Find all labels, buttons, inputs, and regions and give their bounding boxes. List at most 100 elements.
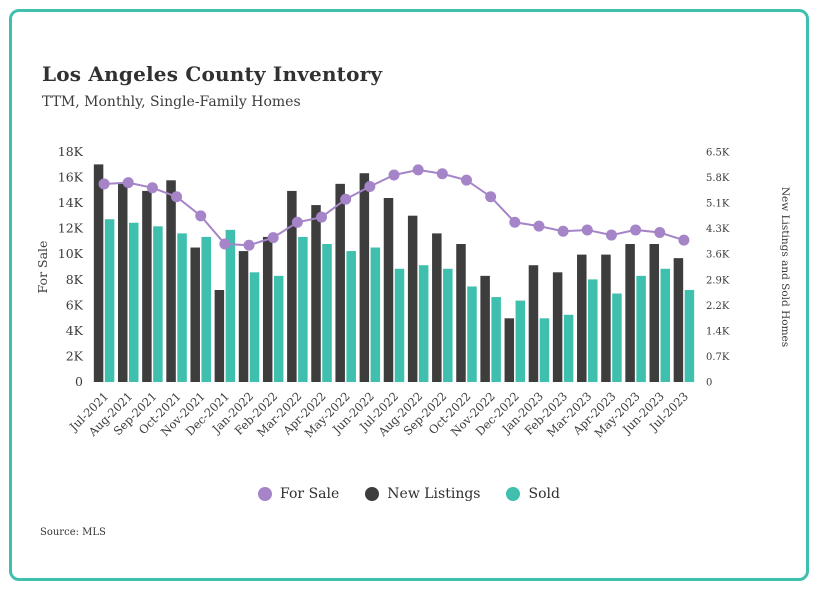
bar-new-listings — [407, 215, 418, 382]
bar-new-listings — [166, 180, 176, 382]
source-note: Source: MLS — [40, 527, 106, 538]
bar-sold — [394, 268, 405, 382]
line-point-for-sale — [122, 177, 134, 189]
line-point-for-sale — [316, 211, 328, 223]
line-point-for-sale — [412, 164, 424, 176]
legend-label-for-sale: For Sale — [280, 486, 340, 502]
right-axis-tick: 3.6K — [706, 250, 730, 261]
bar-sold — [443, 268, 453, 382]
right-axis-tick: 0 — [706, 378, 712, 389]
bar-new-listings — [117, 183, 128, 382]
bar-sold — [298, 236, 308, 382]
line-point-for-sale — [533, 220, 545, 232]
bar-new-listings — [673, 258, 684, 382]
bar-new-listings — [625, 244, 635, 382]
line-for-sale — [104, 168, 685, 247]
line-point-for-sale — [630, 224, 642, 236]
bar-new-listings — [456, 244, 466, 382]
line-point-for-sale — [557, 225, 569, 237]
legend-item-new-listings: New Listings — [365, 486, 480, 502]
chart-area: 0 0 2K 0.7K 4K 1.4K 6K 2.2K 8K 2.9K 10K 3.6K 12K 4.3K… — [34, 134, 791, 472]
line-point-for-sale — [364, 181, 376, 192]
left-axis-tick: 16K — [58, 170, 84, 185]
bar-new-listings — [601, 254, 611, 382]
bar-sold — [491, 297, 501, 382]
line-point-for-sale — [509, 216, 521, 228]
line-point-for-sale — [340, 193, 352, 205]
bar-new-listings — [577, 254, 587, 382]
line-point-for-sale — [654, 227, 666, 238]
legend-swatch-sold-icon — [506, 487, 521, 501]
line-point-for-sale — [605, 229, 617, 241]
line-point-for-sale — [581, 224, 593, 236]
bar-sold — [153, 226, 163, 382]
legend-item-for-sale: For Sale — [258, 486, 339, 502]
legend-label-new-listings: New Listings — [387, 486, 481, 502]
line-point-for-sale — [146, 182, 158, 194]
left-axis-tick: 4K — [66, 323, 84, 338]
bar-new-listings — [262, 236, 273, 382]
left-axis-tick: 18K — [58, 144, 84, 159]
bar-new-listings — [335, 183, 345, 382]
line-point-for-sale — [267, 232, 279, 244]
left-axis-tick: 6K — [66, 297, 84, 312]
bar-sold — [322, 244, 332, 382]
bar-new-listings — [238, 251, 249, 382]
line-point-for-sale — [243, 239, 255, 251]
bar-new-listings — [504, 318, 515, 382]
bar-sold — [684, 290, 695, 382]
bar-new-listings — [552, 272, 563, 382]
left-axis-tick: 8K — [66, 272, 84, 287]
bar-new-listings — [383, 198, 394, 382]
bar-new-listings — [93, 164, 104, 382]
right-axis-tick: 5.1K — [706, 199, 730, 210]
line-point-for-sale — [195, 210, 207, 222]
line-point-for-sale — [460, 174, 472, 186]
bar-sold — [612, 293, 622, 382]
left-axis-tick: 10K — [58, 246, 84, 261]
bar-new-listings — [649, 244, 660, 382]
line-point-for-sale — [678, 234, 690, 246]
bar-new-listings — [432, 233, 442, 382]
bar-new-listings — [287, 190, 297, 382]
left-axis-title: For Sale — [35, 241, 50, 294]
bar-sold — [370, 247, 381, 382]
left-axis-tick: 0 — [75, 374, 83, 389]
bar-new-listings — [214, 290, 225, 382]
line-point-for-sale — [219, 238, 231, 250]
line-point-for-sale — [171, 191, 183, 203]
right-axis-tick: 4.3K — [706, 224, 730, 235]
legend-item-sold: Sold — [506, 486, 560, 502]
left-axis-tick: 12K — [58, 221, 84, 236]
bar-sold — [418, 265, 429, 382]
bar-sold — [128, 222, 139, 382]
line-point-for-sale — [291, 216, 303, 228]
bar-sold — [539, 318, 550, 382]
bar-new-listings — [359, 173, 370, 382]
right-axis-tick: 5.8K — [706, 173, 730, 184]
line-point-for-sale — [485, 191, 497, 203]
right-axis-title: New Listings and Sold Homes — [779, 187, 790, 347]
bar-sold — [273, 275, 284, 382]
right-axis-tick: 6.5K — [706, 148, 730, 159]
bar-new-listings — [142, 190, 152, 382]
legend-label-sold: Sold — [528, 486, 560, 502]
bar-sold — [660, 268, 671, 382]
legend: For Sale New Listings Sold — [0, 486, 818, 502]
line-point-for-sale — [388, 169, 400, 181]
bar-sold — [467, 286, 477, 382]
bar-sold — [563, 314, 574, 382]
bar-sold — [515, 300, 526, 382]
legend-swatch-for-sale-icon — [258, 487, 273, 501]
right-axis-tick: 1.4K — [706, 326, 730, 337]
bar-sold — [225, 229, 236, 382]
bar-new-listings — [311, 205, 321, 382]
right-axis-tick: 0.7K — [706, 352, 730, 363]
chart-subtitle: TTM, Monthly, Single-Family Homes — [42, 94, 301, 110]
bar-sold — [346, 251, 356, 382]
bar-sold — [636, 275, 646, 382]
bar-new-listings — [190, 247, 200, 382]
line-point-for-sale — [436, 168, 448, 180]
bar-new-listings — [480, 275, 490, 382]
bar-new-listings — [528, 265, 539, 382]
